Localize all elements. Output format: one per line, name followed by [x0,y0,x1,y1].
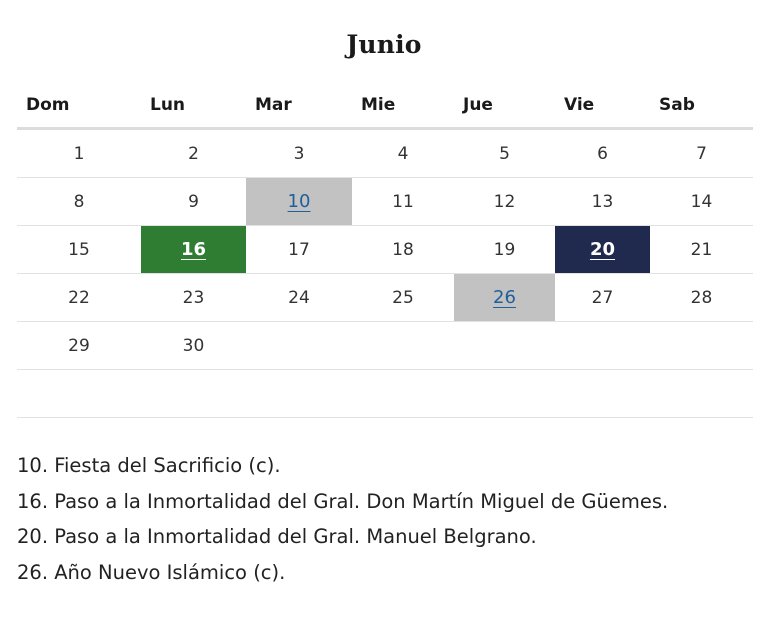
day-cell-empty [555,369,650,418]
day-cell-empty [246,369,352,418]
day-cell: 8 [17,177,141,226]
day-cell: 14 [650,177,753,226]
day-cell: 1 [17,128,141,178]
week-row: 29 30 [17,321,753,370]
holiday-link-20[interactable]: 20 [589,239,616,260]
day-cell: 23 [141,273,246,322]
day-cell-empty [352,321,454,370]
holiday-link-26[interactable]: 26 [493,287,516,308]
day-cell-empty [650,321,753,370]
day-cell-empty [454,369,555,418]
day-cell-empty [246,321,352,370]
day-cell: 24 [246,273,352,322]
holiday-cell-10: 10 [246,177,352,226]
day-cell: 4 [352,128,454,178]
day-cell: 27 [555,273,650,322]
holiday-note-10: 10. Fiesta del Sacrificio (c). [17,454,281,477]
day-cell-empty [555,321,650,370]
day-cell: 2 [141,128,246,178]
holiday-link-10[interactable]: 10 [287,191,311,212]
weekday-tuesday: Mar [246,82,352,130]
week-row: 22 23 24 25 26 27 28 [17,273,753,322]
day-cell: 5 [454,128,555,178]
week-row: 15 16 17 18 19 20 21 [17,225,753,274]
day-cell: 9 [141,177,246,226]
holiday-link-16[interactable]: 16 [180,239,207,260]
day-cell-empty [650,369,753,418]
month-title: Junio [346,30,422,59]
day-cell: 7 [650,128,753,178]
day-cell: 28 [650,273,753,322]
calendar-grid: Dom Lun Mar Mie Jue Vie Sab 1 2 3 4 5 6 … [17,82,753,418]
weekday-header-row: Dom Lun Mar Mie Jue Vie Sab [17,82,753,130]
day-cell: 21 [650,225,753,274]
week-row: 1 2 3 4 5 6 7 [17,128,753,178]
holiday-note-20: 20. Paso a la Inmortalidad del Gral. Man… [17,525,537,548]
week-row: 8 9 10 11 12 13 14 [17,177,753,226]
holiday-note-26: 26. Año Nuevo Islámico (c). [17,560,286,584]
weekday-thursday: Jue [454,82,555,130]
weekday-friday: Vie [555,82,650,130]
holiday-cell-16: 16 [141,225,246,274]
day-cell: 11 [352,177,454,226]
day-cell: 18 [352,225,454,274]
day-cell-empty [17,369,141,418]
day-cell: 12 [454,177,555,226]
day-cell: 6 [555,128,650,178]
day-cell: 15 [17,225,141,274]
day-cell: 13 [555,177,650,226]
day-cell: 30 [141,321,246,370]
day-cell: 19 [454,225,555,274]
day-cell: 17 [246,225,352,274]
day-cell: 22 [17,273,141,322]
holiday-cell-20: 20 [555,225,650,274]
holiday-list: 10. Fiesta del Sacrificio (c). 16. Paso … [17,448,757,590]
weekday-monday: Lun [141,82,246,130]
day-cell: 25 [352,273,454,322]
weekday-sunday: Dom [17,82,141,130]
week-row-empty [17,369,753,418]
day-cell-empty [352,369,454,418]
holiday-note-16: 16. Paso a la Inmortalidad del Gral. Don… [17,489,669,513]
holiday-cell-26: 26 [454,273,555,322]
day-cell-empty [454,321,555,370]
day-cell-empty [141,369,246,418]
weekday-saturday: Sab [650,82,753,130]
day-cell: 3 [246,128,352,178]
day-cell: 29 [17,321,141,370]
weekday-wednesday: Mie [352,82,454,130]
